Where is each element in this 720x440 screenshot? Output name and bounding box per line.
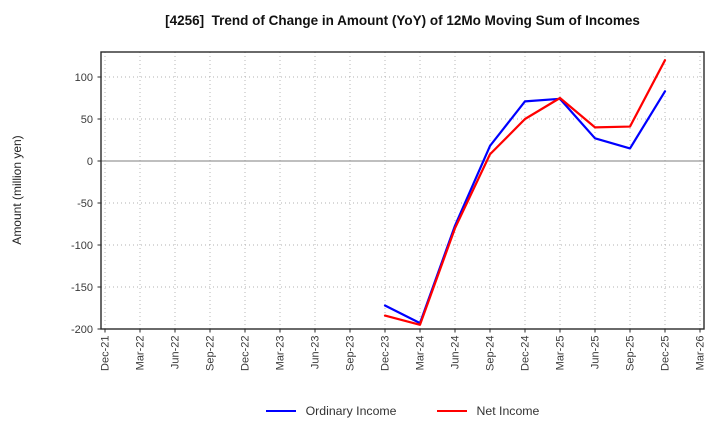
y-tick-label: -100 [71,240,93,252]
x-tick-label: Sep-24 [485,336,497,371]
y-tick-label: 100 [75,72,93,84]
net-income-line-swatch [436,410,467,412]
x-tick-label: Sep-22 [205,336,217,371]
plot-frame [100,51,705,330]
x-tick-label: Mar-26 [695,336,707,371]
x-tick-label: Sep-25 [625,336,637,371]
x-tick-label: Dec-21 [100,336,112,371]
x-tick-label: Sep-23 [345,336,357,371]
x-tick-label: Jun-24 [450,336,462,370]
x-tick-label: Dec-24 [520,336,532,371]
legend: Ordinary Income Net Income [101,404,704,418]
y-tick-label: 0 [87,156,93,168]
x-tick-label: Mar-23 [275,336,287,371]
legend-item-ordinary-income: Ordinary Income [265,404,397,418]
x-tick-label: Mar-24 [415,336,427,371]
y-tick-label: -150 [71,282,93,294]
x-tick-label: Dec-23 [380,336,392,371]
x-tick-label: Mar-22 [135,336,147,371]
x-tick-label: Jun-23 [310,336,322,370]
x-tick-label: Dec-25 [660,336,672,371]
chart-title: [4256] Trend of Change in Amount (YoY) o… [165,13,640,28]
y-tick-label: 50 [81,114,93,126]
legend-label-ordinary-income: Ordinary Income [305,404,397,418]
x-tick-label: Dec-22 [240,336,252,371]
series-line-net-income [383,59,667,326]
ordinary-income-line-swatch [265,410,296,412]
x-tick-label: Mar-25 [555,336,567,371]
x-tick-label: Jun-22 [170,336,182,370]
x-tick-label: Jun-25 [590,336,602,370]
y-tick-label: -200 [71,324,93,336]
legend-label-net-income: Net Income [476,404,540,418]
legend-item-net-income: Net Income [436,404,540,418]
y-tick-label: -50 [77,198,93,210]
